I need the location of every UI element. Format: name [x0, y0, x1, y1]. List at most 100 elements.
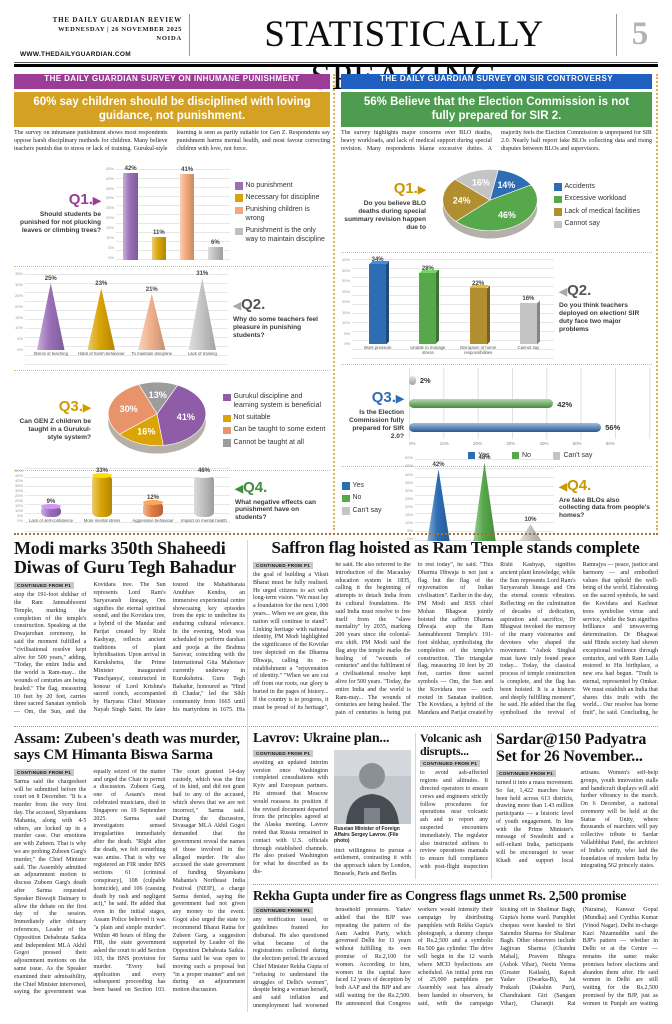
q4-label: ◀Q4. — [235, 478, 268, 496]
cyl-shape — [91, 473, 113, 518]
cylinder-cap — [40, 503, 62, 509]
q2-label: ◀Q2. — [559, 282, 592, 300]
pie-slice — [454, 168, 499, 201]
city-line: NOIDA — [156, 35, 182, 42]
value-label: 10% — [524, 517, 537, 524]
value-label: 42% — [124, 165, 137, 172]
cone-shape — [188, 278, 217, 351]
category-label: Stress of teaching — [33, 352, 68, 357]
y-tick-label: 20% — [405, 503, 414, 509]
article-body-columns: CONTINUED FROM P1 Sarma said the charges… — [14, 768, 245, 1009]
value-label: 9% — [46, 498, 56, 505]
legend-swatch — [235, 194, 243, 202]
pie-chart-svg: 41% 16% 30% 13% — [107, 382, 207, 454]
chart-item: 21% To maintain discipline — [128, 271, 176, 365]
horizontal-bar — [409, 422, 602, 432]
y-tick-label: 0% — [344, 341, 351, 347]
q3-question: Can GEN Z children be taught in a Guruku… — [19, 418, 91, 442]
legend-swatch — [235, 182, 243, 190]
q1-arrow-icon: ▶ — [92, 194, 101, 207]
bar3d-shape — [369, 261, 390, 345]
chart-item: 48% — [463, 455, 506, 542]
continued-tag: CONTINUED FROM P1 — [496, 769, 557, 777]
bar-row: 56% — [409, 421, 620, 434]
y-tick-label: 5% — [344, 330, 351, 336]
article-body-columns: CONTINUED FROM P1 the goal of building a… — [253, 562, 658, 718]
legend-label: Necessary for discipline — [245, 193, 320, 201]
q2-bar3d-chart: 40% 35% 30% 25% 20% 15% 10% 5% 0% 34% Work pressur… — [342, 257, 554, 360]
y-tick-label: 50% — [15, 468, 24, 474]
chart-item: 41% — [175, 166, 200, 260]
continued-tag: CONTINUED FROM P1 — [253, 562, 314, 570]
photo-caption: Russian Minister of Foreign Affairs Serg… — [334, 825, 400, 845]
q4-legend: Yes No Can't say — [342, 482, 400, 515]
legend-item: Gurukul discipline and learning system i… — [223, 393, 329, 410]
q4-question: What negative effects can punishment hav… — [235, 498, 316, 522]
q1-side: Q1.▶ Should students be punished for not… — [15, 191, 101, 235]
value-label: 48% — [478, 455, 491, 462]
q1-question: Should students be punished for not pluc… — [20, 210, 101, 234]
legend-swatch — [552, 452, 561, 460]
legend-item: Necessary for discipline — [235, 194, 329, 202]
pie-slice — [442, 178, 491, 222]
y-tick-label: 45% — [15, 473, 24, 479]
y-tick-label: 30% — [106, 195, 115, 201]
survey-left-q3-block: Q3.▶ Can GEN Z children be taught in a G… — [14, 369, 330, 470]
continued-tag: CONTINUED FROM P1 — [253, 749, 314, 757]
cone-shape — [87, 288, 116, 351]
category-label: Lack of self-confidence — [29, 519, 73, 524]
chart-item: 11% — [146, 166, 171, 260]
article-headline: Sardar@150 Padyatra Set for 26 November.… — [496, 732, 647, 765]
value-label: 11% — [153, 229, 165, 236]
date-line: WEDNESDAY | 26 NOVEMBER 2025 — [58, 26, 182, 33]
pie-slice-label: 24% — [453, 195, 471, 205]
bar-row: 42% — [409, 397, 615, 410]
q2-side: ◀Q2. Why do some teachers feel pleasure … — [233, 296, 329, 340]
survey-right-q1-block: Q1.▶ Do you believe BLO deaths during sp… — [341, 160, 652, 252]
q3-hbar-chart: 2% 42% 56% 0% 10% 20% 30% 40% 50% 60% — [409, 368, 651, 446]
survey-right-q2-block: 40% 35% 30% 25% 20% 15% 10% 5% 0% 34% Work pressur… — [341, 251, 652, 364]
column-rule — [415, 733, 416, 879]
value-label: 25% — [44, 276, 57, 283]
header-divider — [189, 14, 190, 56]
q2-arrow-icon: ◀ — [233, 300, 242, 313]
y-tick-label: 45% — [405, 463, 414, 469]
survey-banner: THE DAILY GUARDIAN SURVEY ON SIR CONTROV… — [341, 74, 652, 89]
q3-label: Q3.▶ — [58, 398, 91, 416]
cylinder-cap — [142, 500, 164, 506]
q4-label: ◀Q4. — [559, 476, 592, 494]
legend-item: Punishing children is wrong — [235, 206, 329, 223]
y-tick-label: 0% — [407, 536, 414, 542]
pie-slice-label: 13% — [149, 390, 167, 400]
q2-cone-chart: 35% 30% 25% 20% 15% 10% 5% 0% 25% Stress of teach… — [15, 271, 228, 366]
cone-shape — [137, 293, 166, 351]
masthead-meta: THE DAILY GUARDIAN REVIEW WEDNESDAY | 26… — [20, 16, 182, 42]
legend-swatch — [235, 206, 243, 215]
article-body-columns: CONTINUED FROM P1 any notification issue… — [253, 907, 658, 1011]
category-label: Lack of training — [187, 352, 217, 357]
y-axis-ticks: 50% 45% 40% 35% 30% 25% 20% 15% 10% 5% 0% — [15, 468, 23, 532]
lavrov-photo — [334, 749, 411, 824]
article-body-columns: CONTINUED FROM P1 awaiting an updated in… — [253, 749, 411, 880]
pie-slice-label: 14% — [498, 180, 516, 190]
continued-tag: CONTINUED FROM P1 — [14, 768, 75, 776]
y-tick-label: 40% — [342, 257, 351, 263]
q1-legend: No punishment Necessary for discipline Pun… — [235, 182, 329, 244]
legend-label: Can be taught to some extent — [233, 426, 326, 434]
legend-swatch — [223, 439, 231, 447]
bar-side-face — [386, 261, 390, 345]
article-headline: Lavrov: Ukraine plan... — [253, 732, 390, 746]
value-label: 6% — [211, 240, 220, 247]
legend-swatch — [554, 208, 562, 216]
article-rekha-gupta: Rekha Gupta under fire as Congress flags… — [253, 889, 658, 1017]
row-separator — [253, 884, 658, 885]
bar-side-face — [536, 300, 540, 345]
pyramid-shape — [473, 462, 496, 542]
y-tick-label: 15% — [15, 503, 24, 509]
bar-row: 2% — [409, 374, 615, 387]
y-tick-label: 40% — [15, 478, 24, 484]
y-tick-label: 10% — [106, 234, 115, 240]
y-tick-label: 5% — [17, 336, 24, 342]
category-label: Unable to manage stress — [410, 346, 446, 356]
chart-item: 12% Aggressive behaviour — [129, 468, 177, 532]
